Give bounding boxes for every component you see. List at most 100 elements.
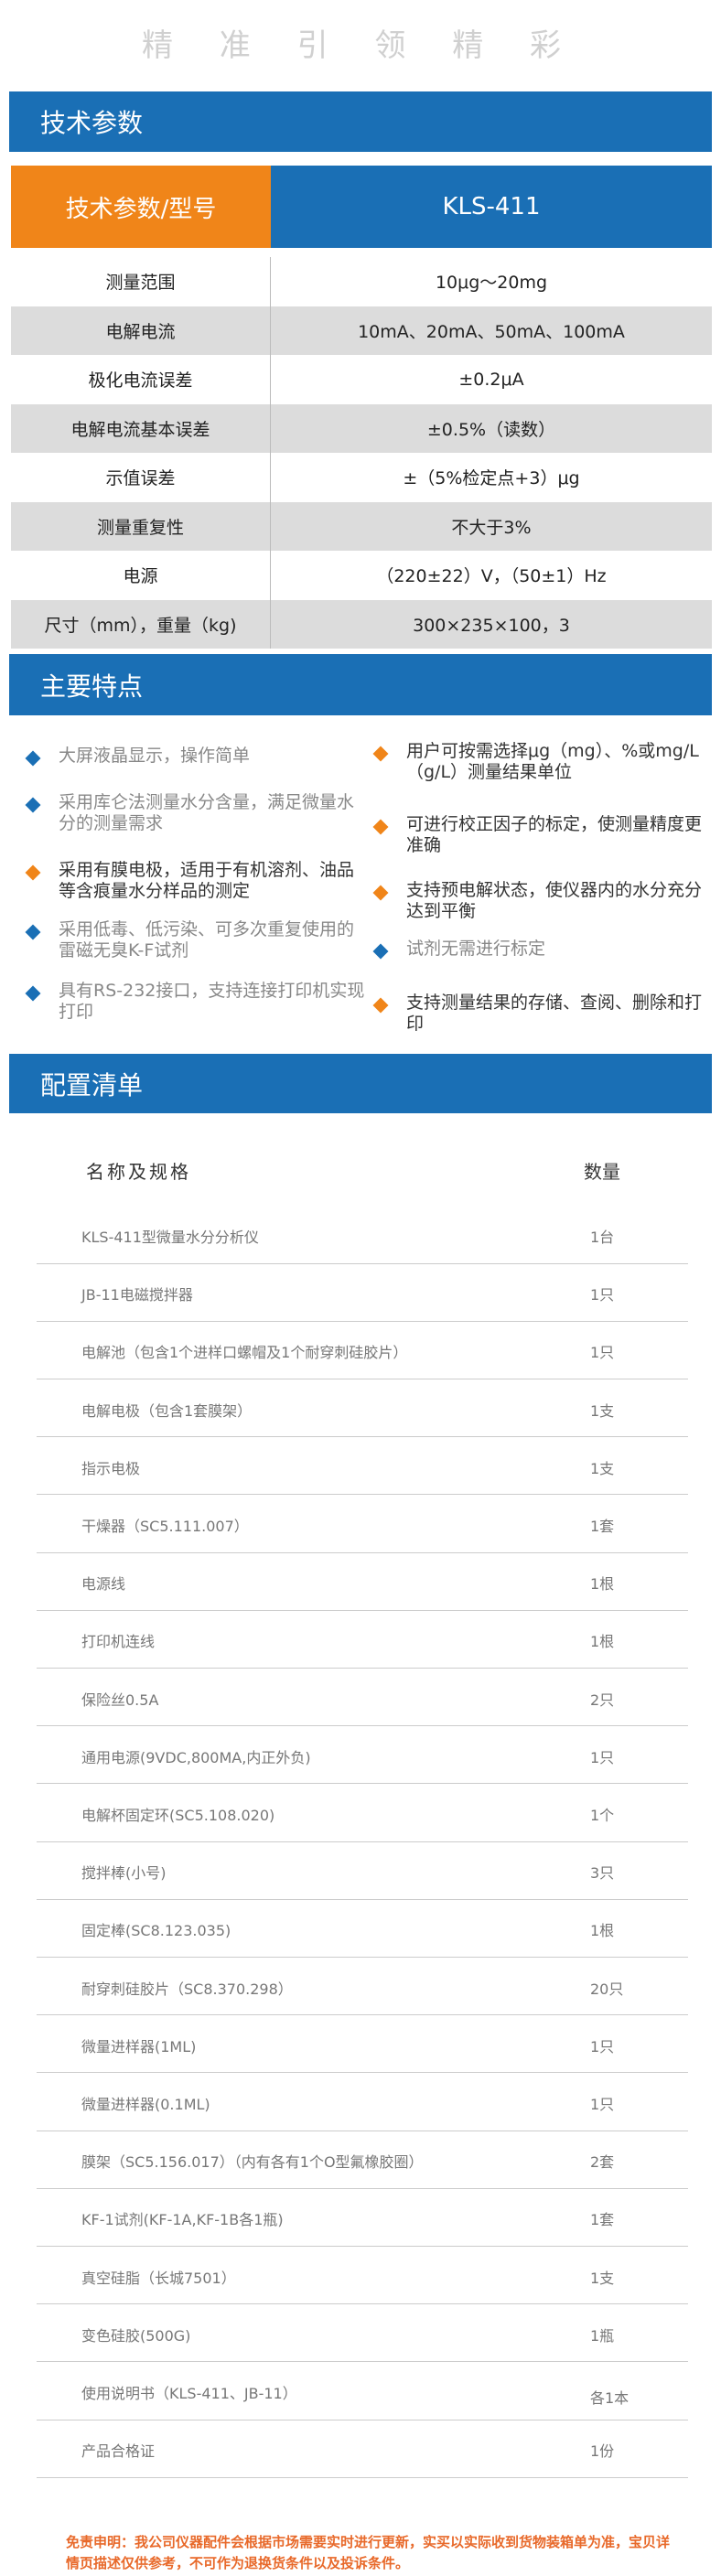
separator [37, 1898, 688, 1900]
bullet [372, 885, 389, 901]
separator [37, 2014, 688, 2016]
spec-label: 电解电流 [11, 306, 271, 355]
spec-label: 电源 [11, 551, 271, 600]
separator [37, 1783, 688, 1785]
feature-text: 用户可按需选择μg（mg）、%或mg/L（g/L）测量结果单位 [406, 741, 699, 782]
item-qty: 3只 [590, 1864, 615, 1883]
separator [37, 1725, 688, 1727]
spec-value: （220±22）V，（50±1）Hz [271, 551, 712, 600]
bullet [372, 746, 389, 762]
spec-label: 电解电流基本误差 [11, 403, 271, 453]
item-qty: 各1本 [590, 2389, 630, 2407]
spec-label: 测量范围 [11, 257, 271, 306]
item-qty: 20只 [590, 1980, 624, 1998]
item-qty: 2套 [590, 2153, 615, 2172]
separator [37, 1609, 688, 1611]
section-banner: 技术参数 [9, 91, 712, 152]
item-qty: 1只 [590, 2096, 615, 2113]
bullet [25, 864, 41, 881]
item-qty: 1支 [590, 2269, 615, 2287]
feature-text: 具有RS-232接口，支持连接打印机实现打印 [59, 981, 365, 1022]
spec-value: 10mA、20mA、50mA、100mA [271, 306, 712, 355]
feature-text: 支持测量结果的存储、查阅、删除和打印 [406, 993, 703, 1034]
item-name: 固定棒(SC8.123.035) [81, 1922, 231, 1940]
bullet [25, 924, 41, 940]
spec-value: 不大于3% [271, 501, 712, 551]
item-name: 干燥器（SC5.111.007） [81, 1518, 249, 1535]
item-name: KLS-411型微量水分分析仪 [81, 1229, 259, 1246]
separator [37, 1551, 688, 1553]
config-head: 数量 [584, 1161, 620, 1183]
item-name: 耐穿刺硅胶片（SC8.370.298） [81, 1980, 293, 1998]
spec-value: 10μg～20mg [271, 257, 712, 306]
separator [37, 1320, 688, 1322]
item-name: 打印机连线 [81, 1633, 156, 1651]
item-name: 指示电极 [81, 1459, 141, 1477]
item-name: 电解池（包含1个进样口螺帽及1个耐穿刺硅胶片） [81, 1344, 408, 1362]
item-qty: 1只 [590, 1748, 615, 1766]
feature-text: 可进行校正因子的标定，使测量精度更准确 [406, 814, 703, 855]
item-name: JB-11电磁搅拌器 [81, 1286, 193, 1304]
item-qty: 1套 [590, 2211, 615, 2229]
item-qty: 1份 [590, 2442, 615, 2461]
item-qty: 1只 [590, 2037, 615, 2055]
separator [37, 1668, 688, 1669]
item-qty: 1根 [590, 1633, 615, 1651]
spec-head: KLS-411 [271, 166, 712, 248]
item-qty: 1台 [590, 1229, 615, 1246]
separator [37, 2072, 688, 2074]
separator [37, 2476, 688, 2478]
item-name: 变色硅胶(500G) [81, 2326, 191, 2345]
slogan: 精 准 引 领 精 彩 [141, 27, 580, 64]
item-name: 真空硅脂（长城7501） [81, 2269, 236, 2287]
bullet [372, 943, 389, 960]
feature-text: 支持预电解状态，使仪器内的水分充分达到平衡 [406, 880, 703, 921]
separator [37, 2246, 688, 2247]
section-banner: 配置清单 [9, 1054, 712, 1113]
spec-value: ±0.5%（读数） [271, 403, 712, 453]
item-name: 搅拌棒(小号) [81, 1864, 167, 1883]
item-qty: 1支 [590, 1459, 615, 1477]
separator [37, 1957, 688, 1958]
separator [37, 2187, 688, 2189]
separator [37, 1262, 688, 1264]
feature-text: 试剂无需进行标定 [406, 939, 546, 959]
separator [37, 1494, 688, 1496]
spec-head: 技术参数/型号 [11, 166, 271, 248]
spec-label: 测量重复性 [11, 501, 271, 551]
item-name: 电解杯固定环(SC5.108.020) [81, 1807, 275, 1824]
item-qty: 1只 [590, 1286, 615, 1304]
section-banner: 主要特点 [9, 654, 712, 715]
bullet [25, 750, 41, 767]
spec-value: ±（5%检定点+3）μg [271, 453, 712, 502]
disclaimer: 免责申明：我公司仪器配件会根据市场需要实时进行更新，实买以实际收到货物装箱单为准… [66, 2534, 671, 2571]
spec-value: ±0.2μA [271, 355, 712, 404]
feature-text: 采用低毒、低污染、可多次重复使用的雷磁无臭K-F试剂 [59, 919, 355, 961]
spec-value: 300×235×100，3 [271, 599, 712, 649]
item-qty: 1根 [590, 1922, 615, 1940]
feature-text: 大屏液晶显示，操作简单 [59, 746, 251, 766]
item-name: 使用说明书（KLS-411、JB-11） [81, 2385, 297, 2402]
item-qty: 1个 [590, 1807, 615, 1824]
item-qty: 2只 [590, 1690, 615, 1709]
item-qty: 1只 [590, 1344, 615, 1362]
item-name: 微量进样器(1ML) [81, 2037, 197, 2055]
item-qty: 1根 [590, 1575, 615, 1594]
item-name: 膜架（SC5.156.017）（内有各有1个O型氟橡胶圈） [81, 2153, 424, 2172]
separator [37, 1436, 688, 1438]
bullet [25, 797, 41, 813]
item-name: 保险丝0.5A [81, 1690, 159, 1709]
spec-label: 示值误差 [11, 453, 271, 502]
item-name: 产品合格证 [81, 2442, 156, 2461]
feature-text: 采用有膜电极，适用于有机溶剂、油品等含痕量水分样品的测定 [59, 860, 355, 901]
item-name: 通用电源(9VDC,800MA,内正外负) [81, 1748, 311, 1766]
separator [37, 1841, 688, 1842]
feature-text: 采用库仑法测量水分含量，满足微量水分的测量需求 [59, 792, 355, 833]
item-name: 电源线 [81, 1575, 126, 1594]
bullet [25, 985, 41, 1002]
separator [37, 2303, 688, 2305]
bullet [372, 819, 389, 835]
item-qty: 1支 [590, 1401, 615, 1420]
item-name: KF-1试剂(KF-1A,KF-1B各1瓶) [81, 2211, 284, 2229]
